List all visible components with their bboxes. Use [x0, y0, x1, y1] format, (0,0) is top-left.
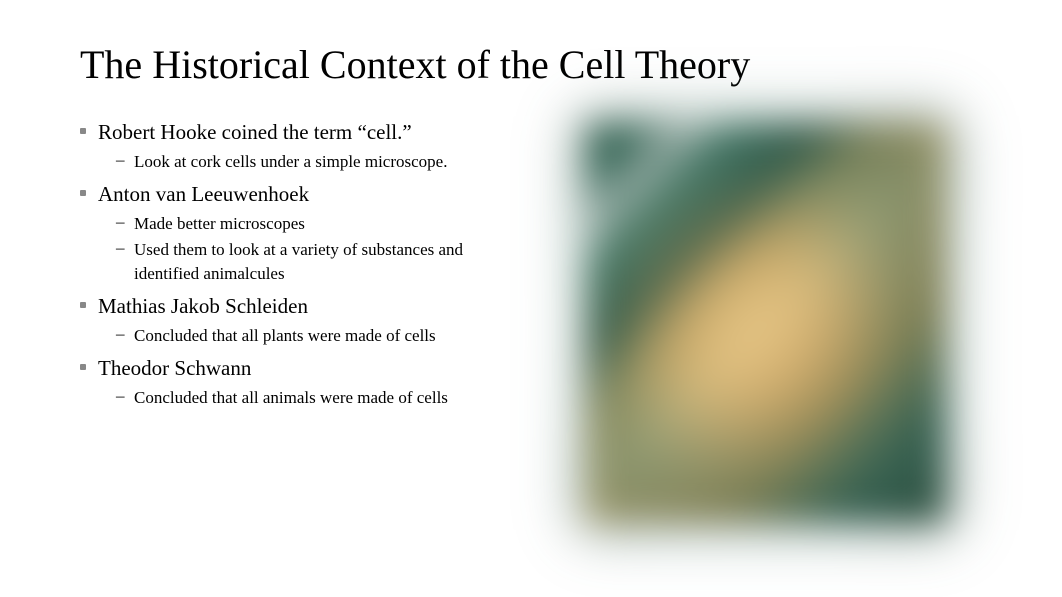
sub-list-item: Used them to look at a variety of substa… — [116, 238, 510, 286]
list-item: Mathias Jakob Schleiden Concluded that a… — [80, 292, 510, 348]
sub-list-item: Concluded that all plants were made of c… — [116, 324, 510, 348]
portrait-image — [586, 123, 946, 523]
list-item-text: Theodor Schwann — [98, 356, 251, 380]
sub-list-item-text: Made better microscopes — [134, 214, 305, 233]
sub-list-item: Concluded that all animals were made of … — [116, 386, 510, 410]
sub-list-item-text: Concluded that all animals were made of … — [134, 388, 448, 407]
list-item: Theodor Schwann Concluded that all anima… — [80, 354, 510, 410]
list-item-text: Mathias Jakob Schleiden — [98, 294, 308, 318]
slide-title: The Historical Context of the Cell Theor… — [80, 40, 780, 90]
list-item-text: Anton van Leeuwenhoek — [98, 182, 309, 206]
sub-list: Concluded that all plants were made of c… — [116, 324, 510, 348]
list-item: Robert Hooke coined the term “cell.” Loo… — [80, 118, 510, 174]
image-area — [550, 118, 982, 523]
sub-list-item-text: Look at cork cells under a simple micros… — [134, 152, 447, 171]
sub-list-item-text: Used them to look at a variety of substa… — [134, 240, 463, 283]
sub-list-item: Made better microscopes — [116, 212, 510, 236]
slide: The Historical Context of the Cell Theor… — [0, 0, 1062, 597]
bullet-list-container: Robert Hooke coined the term “cell.” Loo… — [80, 118, 510, 523]
sub-list-item: Look at cork cells under a simple micros… — [116, 150, 510, 174]
sub-list: Made better microscopes Used them to loo… — [116, 212, 510, 285]
sub-list-item-text: Concluded that all plants were made of c… — [134, 326, 436, 345]
sub-list: Concluded that all animals were made of … — [116, 386, 510, 410]
list-item-text: Robert Hooke coined the term “cell.” — [98, 120, 412, 144]
content-row: Robert Hooke coined the term “cell.” Loo… — [80, 118, 982, 523]
bullet-list: Robert Hooke coined the term “cell.” Loo… — [80, 118, 510, 410]
list-item: Anton van Leeuwenhoek Made better micros… — [80, 180, 510, 286]
sub-list: Look at cork cells under a simple micros… — [116, 150, 510, 174]
